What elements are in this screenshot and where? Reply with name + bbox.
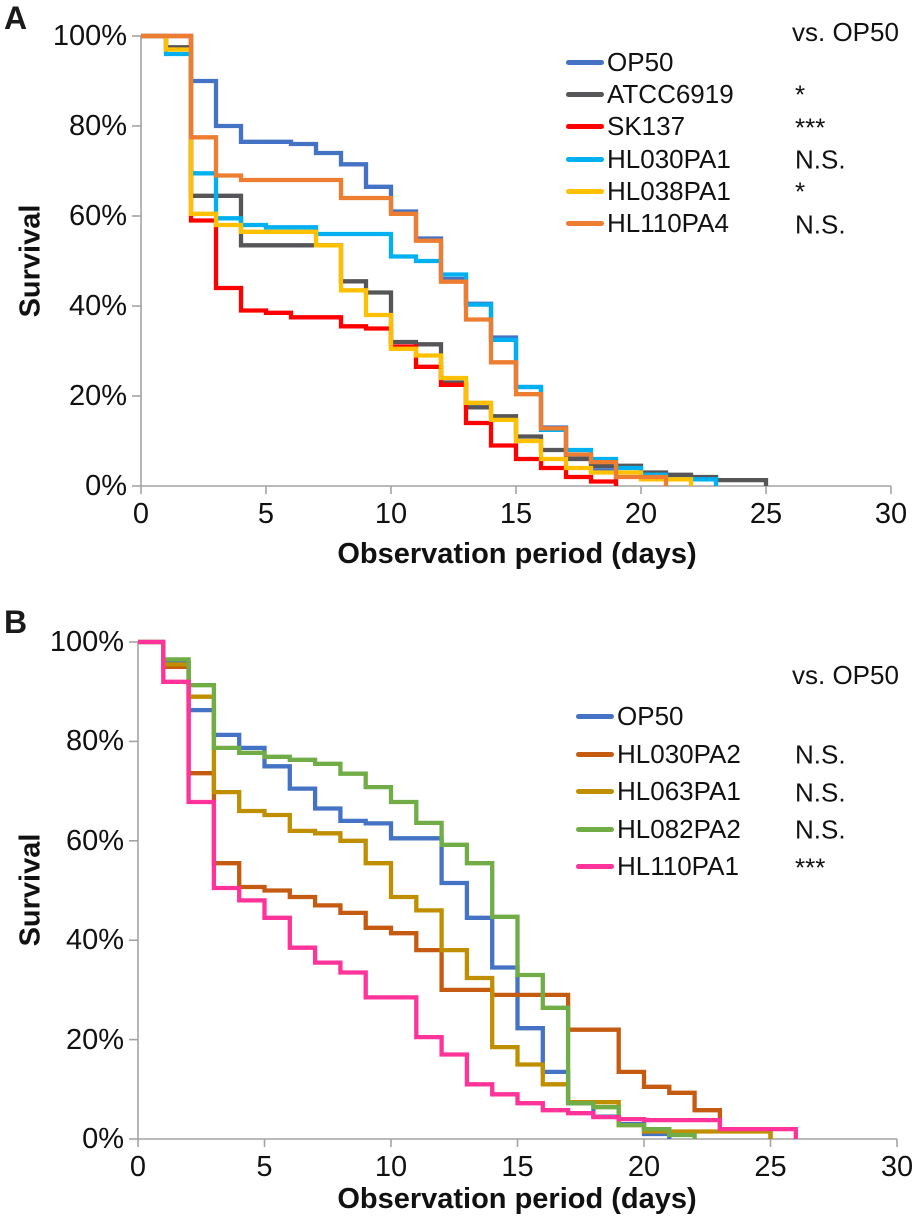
significance-hl038pa1: * [795, 177, 806, 208]
hl038pa1-line-swatch-icon [566, 188, 604, 194]
survival-curve-B-HL030PA2 [138, 639, 773, 1139]
panel-a-ytick-100: 100% [52, 20, 127, 52]
op50-b-line-swatch-icon [576, 714, 614, 720]
op50-line-swatch-icon [566, 59, 604, 65]
legend-label-op50: OP50 [607, 46, 674, 77]
panel-b-xtick-30: 30 [880, 1151, 912, 1183]
survival-curve-A-OP50 [141, 33, 619, 486]
panel-a-ytick-60: 60% [68, 200, 127, 232]
survival-curve-B-HL110PA1 [138, 639, 798, 1139]
legend-row-hl030pa2: HL030PA2 N.S. [576, 736, 846, 774]
significance-sk137: *** [795, 112, 826, 143]
legend-row-sk137: SK137 *** [566, 111, 825, 143]
panel-b-xtick-25: 25 [754, 1151, 787, 1183]
legend-row-hl110pa1: HL110PA1 *** [576, 848, 825, 886]
panel-a-legend: OP50 ATCC6919 * SK137 *** HL030PA1 N.S. … [566, 46, 846, 240]
significance-hl110pa4: N.S. [795, 209, 846, 240]
panel-b-ytick-60: 60% [65, 824, 124, 857]
panel-b-ytick-80: 80% [65, 725, 124, 758]
panel-b-xtick-0: 0 [129, 1151, 147, 1183]
panel-b-vs-op50-note: vs. OP50 [792, 660, 899, 690]
panel-b-x-axis-title: Observation period (days) [337, 1183, 697, 1215]
significance-atcc6919: * [795, 80, 806, 111]
significance-hl110pa1: *** [795, 852, 826, 883]
panel-a-vs-op50-note: vs. OP50 [792, 17, 899, 47]
legend-label-op50-b: OP50 [617, 701, 684, 732]
panel-a-xtick-10: 10 [374, 498, 408, 530]
hl063pa1-line-swatch-icon [576, 789, 614, 795]
hl030pa1-line-swatch-icon [566, 156, 604, 162]
panel-a-xtick-0: 0 [132, 498, 150, 530]
hl030pa2-line-swatch-icon [576, 751, 614, 757]
legend-label-hl030pa1: HL030PA1 [607, 143, 731, 174]
legend-label-hl063pa1: HL063PA1 [617, 776, 741, 807]
survival-curve-A-HL110PA4 [141, 33, 669, 486]
significance-hl063pa1: N.S. [795, 777, 846, 808]
legend-row-hl030pa1: HL030PA1 N.S. [566, 143, 846, 175]
panel-b-ytick-40: 40% [65, 924, 124, 957]
legend-row-atcc6919: ATCC6919 * [566, 78, 805, 110]
legend-label-hl082pa2: HL082PA2 [617, 813, 741, 844]
hl110pa4-line-swatch-icon [566, 221, 604, 227]
panel-a-ytick-80: 80% [68, 110, 127, 142]
significance-hl082pa2: N.S. [795, 814, 846, 845]
significance-hl030pa1: N.S. [795, 144, 846, 175]
panel-a-ytick-40: 40% [68, 290, 127, 322]
panel-b-ytick-0: 0% [82, 1123, 124, 1155]
panel-a-letter: A [4, 0, 28, 36]
legend-row-op50: OP50 [566, 46, 734, 78]
significance-hl030pa2: N.S. [795, 739, 846, 770]
panel-a-xtick-20: 20 [624, 498, 658, 530]
legend-label-hl110pa4: HL110PA4 [607, 208, 729, 239]
legend-label-hl110pa1: HL110PA1 [617, 851, 739, 882]
panel-a-x-axis-title: Observation period (days) [337, 538, 697, 570]
legend-label-atcc6919: ATCC6919 [607, 78, 734, 109]
panel-a-ytick-0: 0% [85, 470, 127, 502]
legend-label-sk137: SK137 [607, 111, 686, 142]
panel-b-xtick-5: 5 [256, 1151, 273, 1183]
survival-curve-A-SK137 [141, 33, 619, 486]
panel-b-letter: B [4, 604, 28, 640]
panel-a-xtick-30: 30 [874, 498, 908, 530]
legend-label-hl030pa2: HL030PA2 [617, 738, 741, 769]
panel-a-ytick-20: 20% [68, 380, 127, 412]
legend-label-hl038pa1: HL038PA1 [607, 175, 731, 206]
hl110pa1-line-swatch-icon [576, 864, 614, 870]
survival-curve-B-HL082PA2 [138, 639, 697, 1139]
legend-row-hl063pa1: HL063PA1 N.S. [576, 773, 846, 811]
legend-row-op50-b: OP50 [576, 698, 741, 736]
panel-b-xtick-20: 20 [627, 1151, 661, 1183]
panel-b-ytick-100: 100% [49, 626, 124, 658]
hl082pa2-line-swatch-icon [576, 826, 614, 832]
panel-a-xtick-25: 25 [749, 498, 783, 530]
panel-b-xtick-10: 10 [374, 1151, 408, 1183]
survival-curve-A-HL038PA1 [141, 33, 694, 486]
legend-row-hl110pa4: HL110PA4 N.S. [566, 207, 846, 239]
legend-row-hl082pa2: HL082PA2 N.S. [576, 811, 846, 849]
panel-b-ytick-20: 20% [65, 1023, 124, 1056]
panel-b-legend: OP50 HL030PA2 N.S. HL063PA1 N.S. HL082PA… [576, 698, 846, 886]
atcc6919-line-swatch-icon [566, 91, 604, 97]
sk137-line-swatch-icon [566, 124, 604, 130]
legend-row-hl038pa1: HL038PA1 * [566, 175, 805, 207]
panel-b-xtick-15: 15 [501, 1151, 534, 1183]
panel-a-xtick-15: 15 [499, 498, 533, 530]
panel-a-xtick-5: 5 [257, 498, 275, 530]
